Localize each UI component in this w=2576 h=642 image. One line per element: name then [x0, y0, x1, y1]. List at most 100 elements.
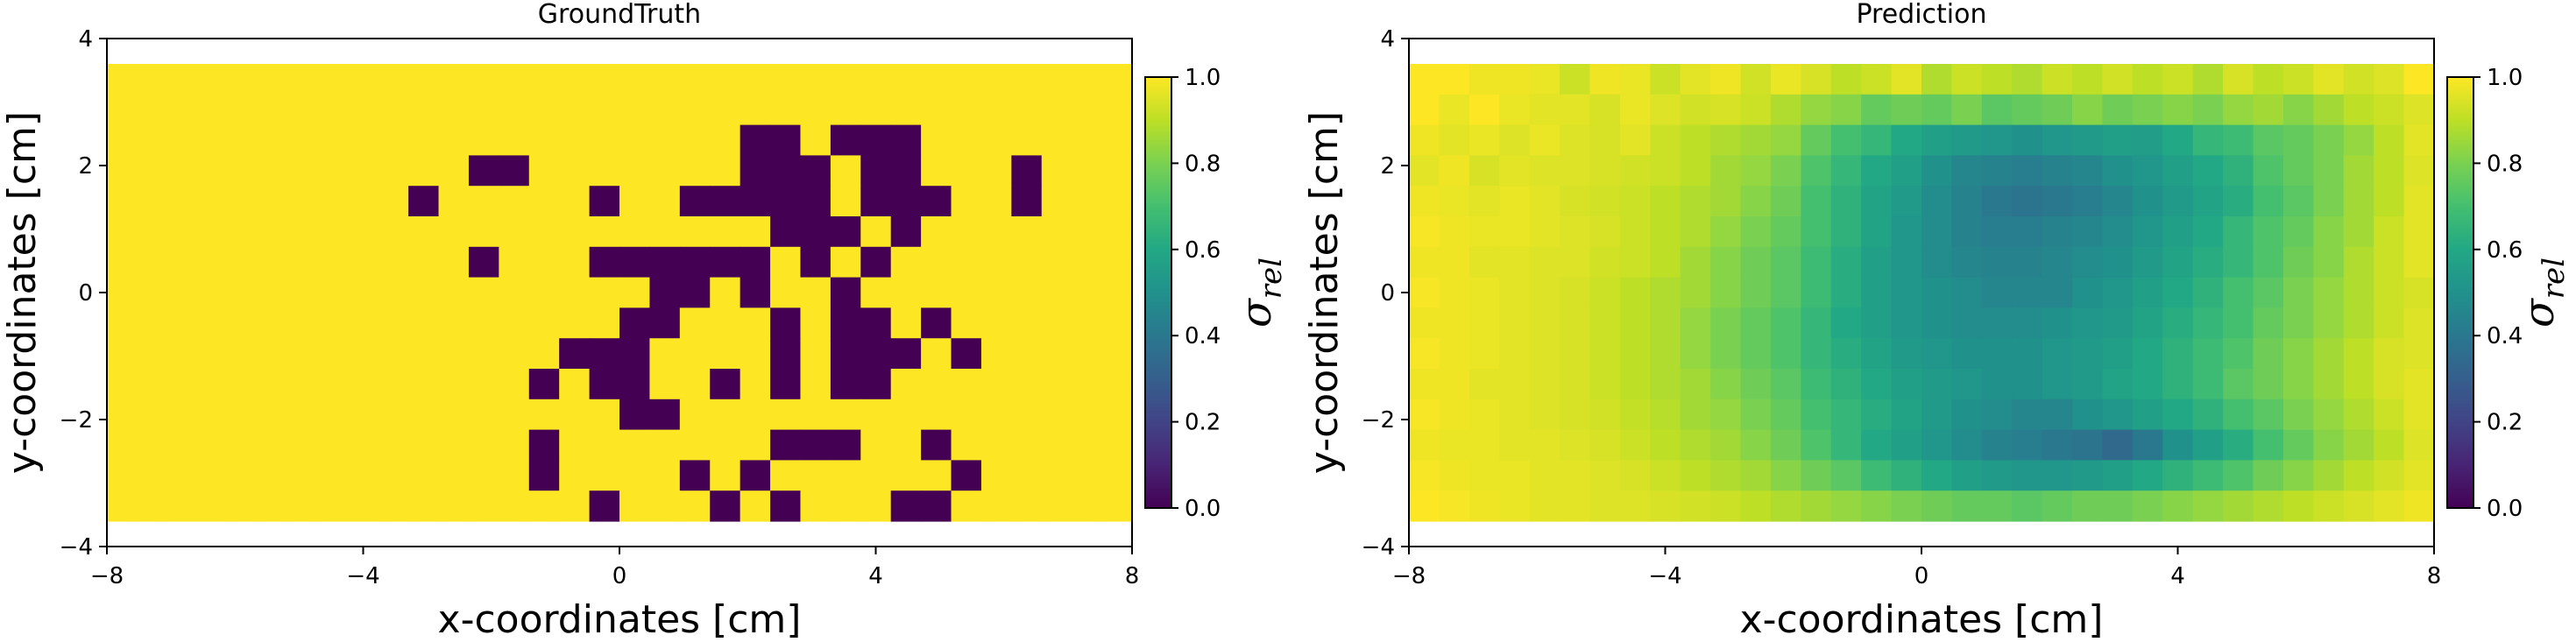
heatmap-cell [740, 216, 771, 248]
heatmap-cell [1710, 338, 1742, 370]
heatmap-cell [1710, 429, 1742, 461]
heatmap-cell [2042, 246, 2073, 279]
heatmap-cell [2042, 186, 2073, 217]
heatmap-cell [2282, 338, 2314, 370]
heatmap-cell [710, 277, 741, 308]
heatmap-cell [2313, 490, 2345, 522]
heatmap-cell [1770, 429, 1801, 461]
heatmap-cell [1409, 216, 1440, 248]
heatmap-cell [166, 429, 198, 461]
heatmap-cell [740, 460, 771, 491]
heatmap-cell [1409, 338, 1440, 370]
heatmap-cell [438, 124, 470, 156]
heatmap-cell [2313, 216, 2345, 248]
heatmap-cell [408, 94, 440, 126]
heatmap-cell [2313, 94, 2345, 126]
heatmap-cell [1710, 460, 1742, 491]
heatmap-cell [468, 429, 499, 461]
heatmap-cell [2042, 307, 2073, 339]
heatmap-cell [107, 490, 138, 522]
heatmap-cell [1041, 64, 1072, 95]
heatmap-cell [2223, 338, 2254, 370]
heatmap-cell [2223, 460, 2254, 491]
heatmap-cell [197, 94, 229, 126]
heatmap-cell [1921, 64, 1953, 95]
heatmap-cell [800, 155, 832, 187]
heatmap-cell [1499, 186, 1531, 217]
heatmap-cell [860, 216, 892, 248]
heatmap-cell [619, 338, 651, 370]
heatmap-cell [1499, 399, 1531, 431]
heatmap-cell [1011, 94, 1043, 126]
heatmap-cell [1740, 490, 1772, 522]
heatmap-cell [2343, 277, 2374, 308]
heatmap-cell [378, 246, 409, 279]
heatmap-cell [528, 277, 560, 308]
heatmap-cell [528, 155, 560, 187]
heatmap-cell [1439, 490, 1470, 522]
heatmap-cell [770, 94, 802, 126]
heatmap-cell [710, 155, 741, 187]
heatmap-cell [107, 246, 138, 279]
heatmap-cell [951, 277, 982, 308]
heatmap-cell [1891, 186, 1922, 217]
heatmap-cell [1861, 307, 1893, 339]
heatmap-cell [1830, 399, 1862, 431]
heatmap-cell [2132, 460, 2163, 491]
heatmap-cell [317, 216, 349, 248]
heatmap-cell [408, 307, 440, 339]
heatmap-cell [710, 369, 741, 400]
heatmap-cell [1439, 64, 1470, 95]
heatmap-cell [2012, 490, 2043, 522]
heatmap-cell [1830, 155, 1862, 187]
heatmap-cell [1740, 124, 1772, 156]
heatmap-cell [2403, 246, 2435, 279]
x-tick-label: 0 [612, 563, 627, 589]
heatmap-cell [2192, 94, 2224, 126]
colorbar-label-symbol: σ [2515, 298, 2564, 328]
heatmap-cell [2102, 94, 2134, 126]
heatmap-cell [2072, 216, 2104, 248]
heatmap-cell [1801, 246, 1832, 279]
heatmap-cell [438, 399, 470, 431]
heatmap-cell [1072, 338, 1103, 370]
heatmap-cell [1439, 186, 1470, 217]
colorbar-gradient [2446, 76, 2474, 509]
heatmap-cell [1770, 64, 1801, 95]
heatmap-cell [1650, 399, 1681, 431]
heatmap-cell [2042, 277, 2073, 308]
y-tick-label: −2 [60, 407, 93, 434]
heatmap-cell [2162, 216, 2194, 248]
heatmap-cell [2282, 124, 2314, 156]
heatmap-cell [2313, 186, 2345, 217]
heatmap-cell [921, 338, 952, 370]
heatmap-cell [197, 460, 229, 491]
heatmap-cell [800, 64, 832, 95]
heatmap-cell [1499, 94, 1531, 126]
heatmap-cell [1981, 277, 2013, 308]
x-tick-label: 8 [1125, 563, 1140, 589]
heatmap-cell [710, 338, 741, 370]
heatmap-cell [1619, 246, 1651, 279]
heatmap-cell [468, 186, 499, 217]
heatmap-cell [589, 277, 620, 308]
heatmap-cell [317, 124, 349, 156]
heatmap-cell [770, 460, 802, 491]
heatmap-cell [619, 429, 651, 461]
heatmap-cell [197, 307, 229, 339]
heatmap-cell [1468, 64, 1500, 95]
heatmap-cell [740, 307, 771, 339]
heatmap-cell [2132, 155, 2163, 187]
heatmap-cell [2132, 64, 2163, 95]
heatmap-cell [1981, 94, 2013, 126]
heatmap-cell [2253, 429, 2284, 461]
heatmap-cell [2012, 307, 2043, 339]
heatmap-cell [197, 369, 229, 400]
heatmap-cell [830, 216, 861, 248]
heatmap-cell [2072, 460, 2104, 491]
heatmap-cell [107, 429, 138, 461]
heatmap-cell [166, 246, 198, 279]
heatmap-cell [1468, 369, 1500, 400]
heatmap-cell [2374, 307, 2405, 339]
heatmap-cell [2253, 94, 2284, 126]
